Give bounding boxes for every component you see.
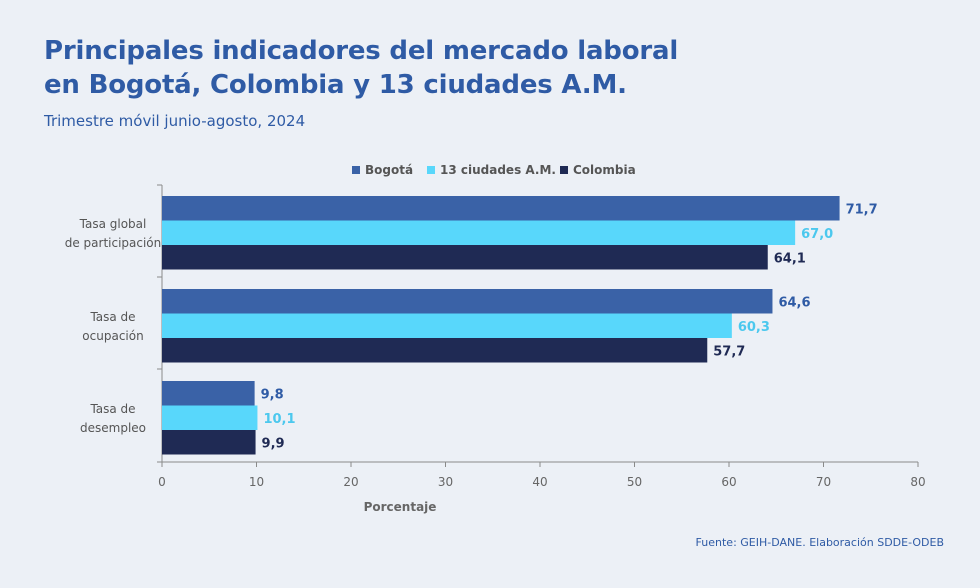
x-tick-label: 10 bbox=[249, 475, 264, 489]
legend-label-3: Colombia bbox=[573, 163, 636, 177]
bar-2-1 bbox=[162, 220, 796, 245]
legend-swatch-1 bbox=[352, 166, 360, 174]
category-label: Tasa de bbox=[89, 402, 135, 416]
bar-3-3 bbox=[162, 430, 256, 455]
data-label: 9,9 bbox=[262, 436, 285, 451]
category-label: de participación bbox=[65, 236, 162, 250]
data-label: 10,1 bbox=[263, 412, 295, 427]
bar-1-3 bbox=[162, 381, 255, 406]
x-tick-label: 70 bbox=[816, 475, 831, 489]
bar-3-2 bbox=[162, 338, 708, 363]
legend-swatch-2 bbox=[427, 166, 435, 174]
x-tick-label: 40 bbox=[532, 475, 547, 489]
x-tick-label: 80 bbox=[910, 475, 925, 489]
category-label: desempleo bbox=[80, 421, 146, 435]
legend-swatch-3 bbox=[560, 166, 568, 174]
chart-title-line-2: en Bogotá, Colombia y 13 ciudades A.M. bbox=[44, 70, 627, 100]
bar-1-2 bbox=[162, 289, 773, 314]
source-note: Fuente: GEIH-DANE. Elaboración SDDE-ODEB bbox=[695, 536, 944, 549]
data-label: 9,8 bbox=[261, 387, 284, 402]
x-tick-label: 50 bbox=[627, 475, 642, 489]
data-label: 67,0 bbox=[801, 227, 833, 242]
legend-label-2: 13 ciudades A.M. bbox=[440, 163, 556, 177]
category-label: Tasa de bbox=[89, 310, 135, 324]
data-label: 64,6 bbox=[778, 295, 810, 310]
data-label: 71,7 bbox=[846, 202, 878, 217]
x-tick-label: 30 bbox=[438, 475, 453, 489]
data-label: 60,3 bbox=[738, 320, 770, 335]
chart-subtitle: Trimestre móvil junio-agosto, 2024 bbox=[44, 112, 306, 130]
bar-3-1 bbox=[162, 245, 768, 270]
category-label: ocupación bbox=[82, 329, 143, 343]
data-label: 64,1 bbox=[774, 251, 806, 266]
x-tick-label: 0 bbox=[158, 475, 166, 489]
bar-1-1 bbox=[162, 196, 840, 221]
legend-label-1: Bogotá bbox=[365, 163, 413, 177]
x-tick-label: 60 bbox=[721, 475, 736, 489]
category-label: Tasa global bbox=[79, 217, 147, 231]
chart-title: Principales indicadores del mercado labo… bbox=[44, 34, 678, 102]
data-label: 57,7 bbox=[713, 344, 745, 359]
x-tick-label: 20 bbox=[343, 475, 358, 489]
bar-2-2 bbox=[162, 313, 732, 338]
x-axis-title: Porcentaje bbox=[364, 500, 437, 514]
chart-title-line-1: Principales indicadores del mercado labo… bbox=[44, 36, 679, 66]
bar-2-3 bbox=[162, 405, 258, 430]
